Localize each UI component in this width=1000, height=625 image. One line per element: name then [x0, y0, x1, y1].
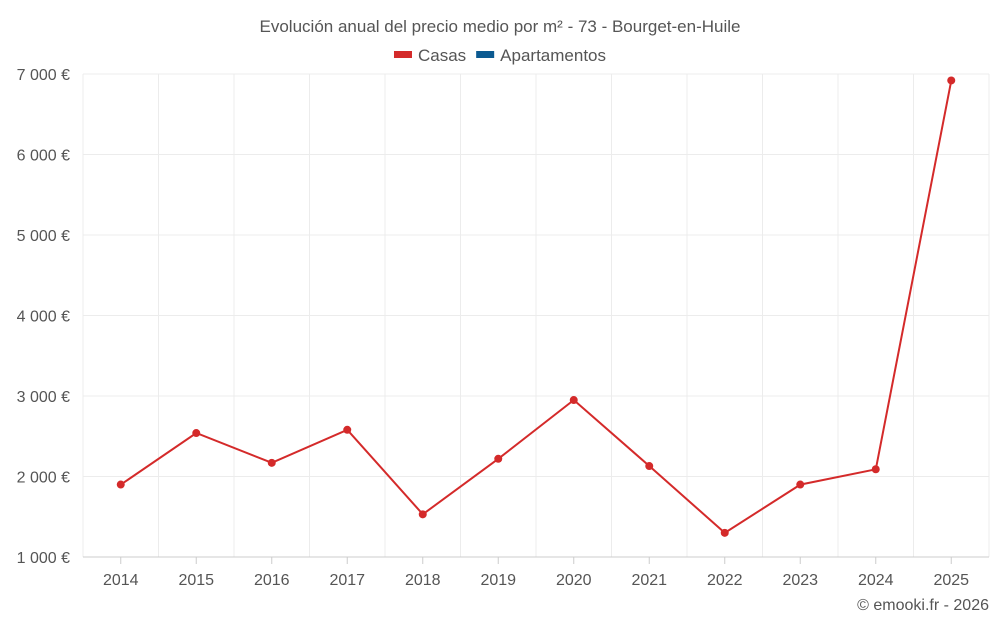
x-tick-label: 2016 — [254, 572, 290, 589]
x-tick-label: 2020 — [556, 572, 592, 589]
series-line-casas — [120, 80, 953, 535]
y-tick-label: 3 000 € — [17, 389, 70, 406]
x-tick-label: 2015 — [178, 572, 214, 589]
grid — [82, 73, 990, 557]
data-point-2023[interactable] — [796, 480, 805, 489]
y-axis: 1 000 € 2 000 € 3 000 € 4 000 € 5 000 € 6 000… — [17, 67, 70, 567]
x-tick-label: 2022 — [707, 572, 743, 589]
credit-text: © emooki.fr - 2026 — [857, 597, 989, 614]
legend-swatch-apartamentos[interactable] — [476, 51, 495, 58]
data-point-2019[interactable] — [494, 454, 503, 463]
y-tick-label: 6 000 € — [17, 148, 70, 165]
legend-label[interactable]: Casas — [418, 46, 466, 65]
data-point-2017[interactable] — [343, 425, 352, 434]
series-layer — [116, 76, 956, 537]
data-point-2021[interactable] — [645, 462, 654, 471]
chart-title: Evolución anual del precio medio por m² … — [260, 17, 741, 36]
x-tick-label: 2021 — [631, 572, 667, 589]
data-point-2016[interactable] — [267, 458, 276, 467]
y-tick-label: 2 000 € — [17, 470, 70, 487]
legend-swatch-casas[interactable] — [393, 51, 412, 58]
x-tick-label: 2023 — [782, 572, 818, 589]
x-tick-label: 2017 — [329, 572, 365, 589]
legend: Casas Apartamentos — [393, 46, 606, 65]
x-tick-label: 2025 — [933, 572, 969, 589]
x-tick-label: 2019 — [480, 572, 516, 589]
data-point-2015[interactable] — [192, 429, 201, 438]
y-tick-label: 5 000 € — [17, 228, 70, 245]
data-point-2020[interactable] — [569, 396, 578, 405]
data-point-2022[interactable] — [720, 528, 729, 537]
data-point-2014[interactable] — [116, 480, 125, 489]
legend-label[interactable]: Apartamentos — [500, 46, 606, 65]
y-tick-label: 1 000 € — [17, 550, 70, 567]
data-point-2024[interactable] — [871, 465, 880, 474]
y-tick-label: 7 000 € — [17, 67, 70, 84]
x-axis: 2014 2015 2016 2017 2018 2019 2020 2021 2022 2023… — [83, 556, 989, 589]
data-point-2025[interactable] — [947, 76, 956, 85]
y-tick-label: 4 000 € — [17, 309, 70, 326]
x-tick-label: 2018 — [405, 572, 441, 589]
data-point-2018[interactable] — [418, 510, 427, 519]
x-tick-label: 2014 — [103, 572, 139, 589]
x-tick-label: 2024 — [858, 572, 894, 589]
